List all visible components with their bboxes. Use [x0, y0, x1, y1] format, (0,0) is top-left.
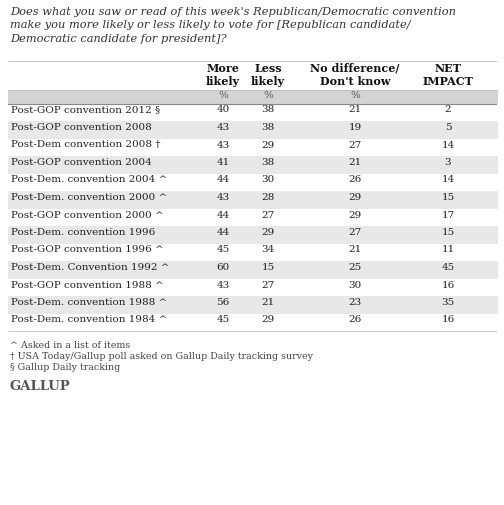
- Text: Post-GOP convention 2004: Post-GOP convention 2004: [11, 158, 152, 167]
- Bar: [8, 278, 498, 296]
- Text: 15: 15: [442, 228, 455, 237]
- Text: 30: 30: [348, 280, 362, 289]
- Text: 45: 45: [216, 245, 230, 255]
- Text: 29: 29: [348, 193, 362, 202]
- Text: Post-GOP convention 2012 §: Post-GOP convention 2012 §: [11, 106, 160, 115]
- Text: 35: 35: [442, 298, 455, 307]
- Text: Post-Dem. convention 1988 ^: Post-Dem. convention 1988 ^: [11, 298, 167, 307]
- Text: Does what you saw or read of this week's Republican/Democratic convention: Does what you saw or read of this week's…: [10, 7, 456, 17]
- Text: Less
likely: Less likely: [251, 63, 285, 87]
- Text: 15: 15: [262, 263, 275, 272]
- Bar: [8, 226, 498, 243]
- Text: 29: 29: [262, 228, 275, 237]
- Text: 21: 21: [348, 106, 362, 115]
- Bar: [8, 121, 498, 138]
- Text: 23: 23: [348, 298, 362, 307]
- Text: make you more likely or less likely to vote for [Republican candidate/: make you more likely or less likely to v…: [10, 21, 411, 30]
- Text: Post-GOP convention 2000 ^: Post-GOP convention 2000 ^: [11, 211, 164, 220]
- Bar: [8, 314, 498, 331]
- Text: 21: 21: [262, 298, 275, 307]
- Text: Post-GOP convention 1996 ^: Post-GOP convention 1996 ^: [11, 245, 164, 255]
- Text: Post-Dem. convention 1996: Post-Dem. convention 1996: [11, 228, 155, 237]
- Text: 43: 43: [216, 123, 230, 132]
- Bar: [8, 156, 498, 174]
- Text: 21: 21: [348, 245, 362, 255]
- Text: 19: 19: [348, 123, 362, 132]
- Text: Post-GOP convention 2008: Post-GOP convention 2008: [11, 123, 152, 132]
- Text: 29: 29: [262, 316, 275, 325]
- Text: 3: 3: [445, 158, 451, 167]
- Text: 5: 5: [445, 123, 451, 132]
- Text: Post-Dem convention 2008 †: Post-Dem convention 2008 †: [11, 140, 160, 149]
- Bar: [8, 62, 498, 89]
- Text: 26: 26: [348, 316, 362, 325]
- Text: Democratic candidate for president]?: Democratic candidate for president]?: [10, 34, 227, 44]
- Text: Post-Dem. Convention 1992 ^: Post-Dem. Convention 1992 ^: [11, 263, 169, 272]
- Text: 14: 14: [442, 140, 455, 149]
- Text: %: %: [218, 90, 228, 99]
- Text: NET
IMPACT: NET IMPACT: [422, 63, 473, 87]
- Text: 11: 11: [442, 245, 455, 255]
- Text: 27: 27: [262, 280, 275, 289]
- Text: † USA Today/Gallup poll asked on Gallup Daily tracking survey: † USA Today/Gallup poll asked on Gallup …: [10, 352, 313, 361]
- Text: 38: 38: [262, 123, 275, 132]
- Bar: [8, 89, 498, 104]
- Bar: [8, 243, 498, 261]
- Text: Post-Dem. convention 2004 ^: Post-Dem. convention 2004 ^: [11, 176, 167, 184]
- Text: 44: 44: [216, 211, 230, 220]
- Text: Post-GOP convention 1988 ^: Post-GOP convention 1988 ^: [11, 280, 164, 289]
- Text: 2: 2: [445, 106, 451, 115]
- Text: 45: 45: [216, 316, 230, 325]
- Text: 29: 29: [348, 211, 362, 220]
- Text: More
likely: More likely: [206, 63, 240, 87]
- Bar: [8, 296, 498, 314]
- Text: 29: 29: [262, 140, 275, 149]
- Text: Post-Dem. convention 2000 ^: Post-Dem. convention 2000 ^: [11, 193, 167, 202]
- Text: 41: 41: [216, 158, 230, 167]
- Text: 16: 16: [442, 316, 455, 325]
- Text: 30: 30: [262, 176, 275, 184]
- Text: 44: 44: [216, 228, 230, 237]
- Text: 60: 60: [216, 263, 230, 272]
- Bar: [8, 174, 498, 191]
- Text: 44: 44: [216, 176, 230, 184]
- Text: %: %: [263, 90, 273, 99]
- Bar: [8, 138, 498, 156]
- Text: 17: 17: [442, 211, 455, 220]
- Text: ^ Asked in a list of items: ^ Asked in a list of items: [10, 341, 130, 350]
- Text: 14: 14: [442, 176, 455, 184]
- Text: 45: 45: [442, 263, 455, 272]
- Text: 15: 15: [442, 193, 455, 202]
- Text: 27: 27: [262, 211, 275, 220]
- Text: 27: 27: [348, 140, 362, 149]
- Text: 43: 43: [216, 193, 230, 202]
- Text: § Gallup Daily tracking: § Gallup Daily tracking: [10, 363, 120, 372]
- Text: 25: 25: [348, 263, 362, 272]
- Text: GALLUP: GALLUP: [10, 380, 71, 393]
- Text: 38: 38: [262, 106, 275, 115]
- Text: No difference/
Don't know: No difference/ Don't know: [310, 63, 400, 87]
- Bar: [8, 104, 498, 121]
- Text: 28: 28: [262, 193, 275, 202]
- Text: 56: 56: [216, 298, 230, 307]
- Text: 26: 26: [348, 176, 362, 184]
- Text: 43: 43: [216, 280, 230, 289]
- Text: 21: 21: [348, 158, 362, 167]
- Bar: [8, 191, 498, 209]
- Text: 40: 40: [216, 106, 230, 115]
- Text: 34: 34: [262, 245, 275, 255]
- Text: %: %: [350, 90, 360, 99]
- Bar: [8, 209, 498, 226]
- Text: Post-Dem. convention 1984 ^: Post-Dem. convention 1984 ^: [11, 316, 167, 325]
- Text: 38: 38: [262, 158, 275, 167]
- Text: 27: 27: [348, 228, 362, 237]
- Text: 43: 43: [216, 140, 230, 149]
- Bar: [8, 261, 498, 278]
- Text: 16: 16: [442, 280, 455, 289]
